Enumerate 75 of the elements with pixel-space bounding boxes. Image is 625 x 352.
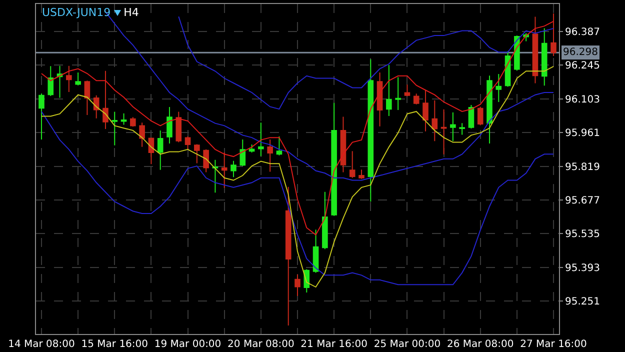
candlestick [322, 191, 328, 250]
y-tick-label: 96.103 [565, 94, 600, 106]
y-tick-label: 95.961 [565, 128, 600, 140]
candlestick [477, 106, 484, 126]
candlestick [541, 28, 548, 86]
y-tick-label: 95.393 [565, 262, 600, 274]
candlestick [258, 122, 264, 157]
candlestick [267, 138, 273, 172]
candlestick [450, 112, 456, 142]
candlestick [468, 104, 474, 130]
x-tick-label: 19 Mar 00:00 [154, 339, 222, 350]
candlestick [340, 116, 346, 173]
candlestick [221, 152, 228, 188]
y-tick-label: 95.819 [565, 162, 600, 173]
candlestick [404, 84, 410, 97]
candlestick [93, 94, 100, 119]
candlestick [148, 137, 154, 165]
candlestick [75, 72, 81, 86]
candlestick [203, 148, 209, 173]
ref-line-label: 96.298 [563, 47, 598, 58]
candlestick [56, 65, 63, 98]
candlestick [496, 73, 502, 102]
x-tick-label: 15 Mar 16:00 [81, 339, 148, 350]
candlestick [532, 16, 538, 84]
x-tick-label: 14 Mar 08:00 [8, 339, 75, 350]
candlestick [184, 136, 191, 150]
candlestick [486, 75, 492, 144]
candlestick [240, 138, 246, 167]
line-series [40, 20, 554, 236]
line-series [178, 16, 554, 110]
candlestick [194, 144, 200, 164]
candlestick [349, 150, 356, 178]
candlestick [395, 76, 401, 111]
x-tick-label: 26 Mar 08:00 [446, 339, 514, 350]
candlestick [112, 111, 118, 146]
candlestick [276, 136, 282, 156]
candlestick [139, 122, 145, 148]
y-tick-label: 95.535 [565, 229, 600, 240]
candlestick [102, 70, 108, 130]
candlestick [176, 111, 182, 143]
candlestick [459, 122, 465, 136]
chart-subtitle: H4 [124, 6, 139, 19]
y-tick-label: 96.245 [565, 60, 600, 72]
line-series [40, 66, 554, 288]
line-series [40, 110, 554, 286]
x-tick-label: 25 Mar 00:00 [374, 339, 441, 350]
chart-title: USDX-JUN19 [42, 6, 111, 19]
y-tick-label: 95.251 [565, 296, 600, 308]
candlestick [413, 93, 420, 105]
candlestick [294, 274, 300, 297]
x-tick-label: 27 Mar 16:00 [520, 339, 587, 350]
candlestick [38, 92, 44, 140]
candlestick [440, 108, 447, 155]
candlestick [157, 130, 164, 170]
candlestick [312, 229, 319, 274]
candlestick [84, 80, 90, 116]
y-tick-label: 95.677 [565, 195, 600, 206]
candlestick [376, 72, 383, 127]
candlestick [432, 100, 438, 142]
candlestick [248, 144, 255, 154]
candlestick [285, 186, 292, 326]
candlestick [230, 160, 236, 178]
y-tick-label: 96.387 [565, 27, 600, 38]
candlestick [120, 112, 127, 126]
x-tick-label: 20 Mar 08:00 [228, 339, 294, 350]
candlestick [422, 89, 428, 132]
candlestick [166, 106, 172, 144]
x-tick-label: 21 Mar 16:00 [300, 339, 368, 350]
candlestick [358, 169, 364, 180]
candlestick [550, 12, 556, 56]
candlestick [48, 66, 54, 97]
candlestick [66, 65, 72, 93]
candlestick [386, 64, 392, 116]
candlestick [130, 116, 136, 128]
candlestick [212, 159, 218, 194]
